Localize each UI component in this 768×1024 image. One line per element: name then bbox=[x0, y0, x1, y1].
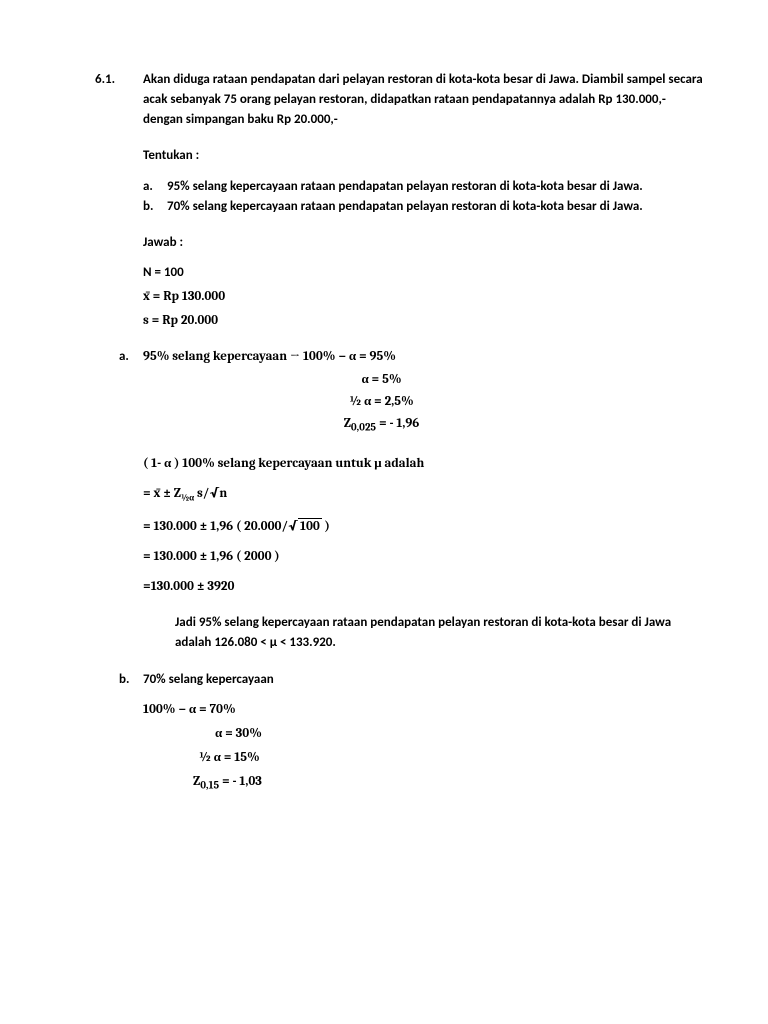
formula-tail: s/√n bbox=[194, 486, 227, 501]
step-3: = 130.000 ± 1,96 ( 2000 ) bbox=[143, 547, 708, 567]
alpha-5: α = 5% bbox=[55, 370, 708, 390]
b-z-val: = - 1,03 bbox=[219, 774, 262, 789]
task-b-key: b. bbox=[143, 197, 167, 217]
task-a-key: a. bbox=[143, 177, 167, 197]
b-line3: Z0,15 = - 1,03 bbox=[193, 772, 708, 794]
step-4: =130.000 ± 3920 bbox=[143, 577, 708, 597]
b-line2: ½ α = 15% bbox=[199, 748, 708, 768]
task-a: a. 95% selang kepercayaan rataan pendapa… bbox=[143, 177, 708, 197]
answer-label: Jawab : bbox=[143, 233, 708, 253]
problem-statement: Akan diduga rataan pendapatan dari pelay… bbox=[143, 70, 708, 130]
given-n: N = 100 bbox=[143, 263, 708, 283]
interval-for: ( 1- α ) 100% selang kepercayaan untuk μ… bbox=[143, 454, 708, 474]
problem-number: 6.1. bbox=[95, 70, 143, 90]
part-b-title: 70% selang kepercayaan bbox=[143, 670, 708, 690]
part-a-derivation: α = 5% ½ α = 2,5% Z0,025 = - 1,96 bbox=[55, 370, 708, 437]
z-0025: Z0,025 = - 1,96 bbox=[55, 414, 708, 436]
step2-a: = 130.000 ± 1,96 ( 20.000/ bbox=[143, 519, 288, 534]
formula-prefix: = x̄ ± Z bbox=[143, 486, 181, 501]
b-line1: α = 30% bbox=[215, 724, 708, 744]
b-line0: 100% − α = 70% bbox=[143, 700, 708, 720]
task-b: b. 70% selang kepercayaan rataan pendapa… bbox=[143, 197, 708, 217]
step-2: = 130.000 ± 1,96 ( 20.000/√100 ) bbox=[143, 517, 708, 537]
part-b-key: b. bbox=[119, 670, 143, 690]
part-a-row: a. 95% selang kepercayaan → 100% − α = 9… bbox=[119, 347, 708, 367]
formula-line: = x̄ ± Z½α s/√n bbox=[143, 484, 708, 507]
step2-root: 100 bbox=[298, 518, 322, 534]
task-a-text: 95% selang kepercayaan rataan pendapatan… bbox=[167, 177, 708, 197]
part-a-title: 95% selang kepercayaan → 100% − α = 95% bbox=[143, 347, 708, 367]
z-subscript: 0,025 bbox=[351, 420, 376, 433]
given-s: s = Rp 20.000 bbox=[143, 311, 708, 331]
z-symbol: Z bbox=[344, 416, 351, 431]
document-page: 6.1. Akan diduga rataan pendapatan dari … bbox=[0, 0, 768, 835]
part-a-key: a. bbox=[119, 347, 143, 367]
determine-label: Tentukan : bbox=[143, 146, 708, 166]
step2-b: ) bbox=[322, 519, 330, 534]
b-z-sub: 0,15 bbox=[200, 779, 219, 792]
given-xbar: x̄ = Rp 130.000 bbox=[143, 287, 708, 307]
task-b-text: 70% selang kepercayaan rataan pendapatan… bbox=[167, 197, 708, 217]
z-value: = - 1,96 bbox=[376, 416, 419, 431]
part-b-row: b. 70% selang kepercayaan bbox=[119, 670, 708, 690]
problem-row: 6.1. Akan diduga rataan pendapatan dari … bbox=[95, 70, 708, 130]
formula-sub: ½α bbox=[181, 494, 194, 504]
half-alpha-25: ½ α = 2,5% bbox=[55, 392, 708, 412]
part-a-conclusion: Jadi 95% selang kepercayaan rataan penda… bbox=[175, 613, 708, 653]
